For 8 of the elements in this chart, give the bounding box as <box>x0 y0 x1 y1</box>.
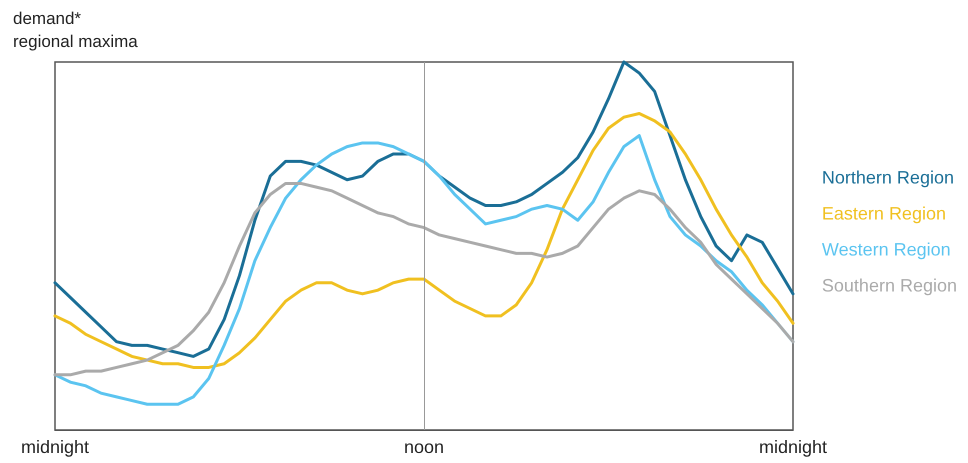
text: Western Region <box>822 240 951 260</box>
y-axis-title: demand* regional maxima <box>13 9 138 51</box>
x-tick-label: midnight <box>20 437 90 457</box>
text: Southern Region <box>822 276 958 296</box>
text: Northern Region <box>822 168 954 188</box>
text: Eastern Region <box>822 204 946 224</box>
x-tick-label: noon <box>404 437 444 457</box>
x-tick-label: midnight <box>758 437 828 457</box>
